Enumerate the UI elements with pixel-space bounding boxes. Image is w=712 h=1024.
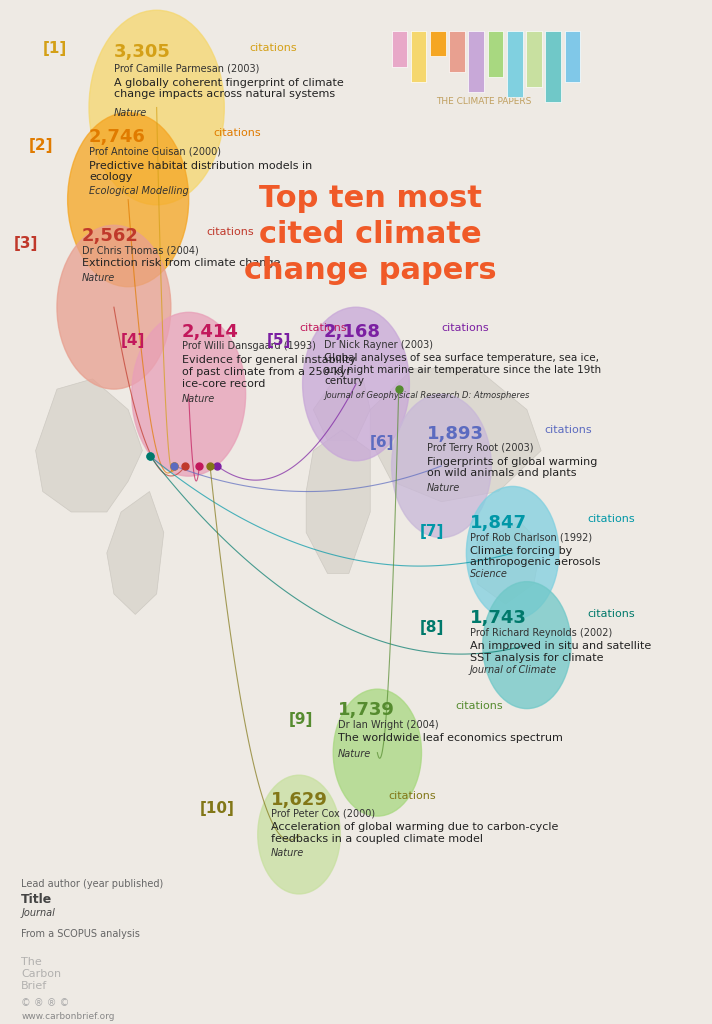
Text: Nature: Nature xyxy=(271,848,304,858)
Text: citations: citations xyxy=(545,425,592,435)
Text: Ecological Modelling: Ecological Modelling xyxy=(89,186,189,197)
Text: Dr Nick Rayner (2003): Dr Nick Rayner (2003) xyxy=(324,340,433,350)
Text: 1,893: 1,893 xyxy=(427,425,484,443)
Text: Top ten most
cited climate
change papers: Top ten most cited climate change papers xyxy=(244,184,496,285)
Polygon shape xyxy=(36,379,142,512)
Text: Acceleration of global warming due to carbon-cycle
feedbacks in a coupled climat: Acceleration of global warming due to ca… xyxy=(271,822,558,844)
Polygon shape xyxy=(370,369,541,502)
Text: citations: citations xyxy=(299,323,347,333)
Text: Prof Willi Dansgaard (1993): Prof Willi Dansgaard (1993) xyxy=(182,341,315,351)
Circle shape xyxy=(483,582,571,709)
Text: Prof Terry Root (2003): Prof Terry Root (2003) xyxy=(427,443,534,454)
Bar xyxy=(545,31,561,102)
Text: Science: Science xyxy=(470,569,508,580)
Text: Nature: Nature xyxy=(338,749,372,759)
Text: citations: citations xyxy=(388,791,436,801)
Text: [2]: [2] xyxy=(28,138,53,154)
Text: 2,414: 2,414 xyxy=(182,323,239,341)
Text: www.carbonbrief.org: www.carbonbrief.org xyxy=(21,1012,115,1021)
Text: [5]: [5] xyxy=(267,333,291,348)
Text: The worldwide leaf economics spectrum: The worldwide leaf economics spectrum xyxy=(338,733,563,743)
Text: 1,743: 1,743 xyxy=(470,609,527,628)
Text: citations: citations xyxy=(456,701,503,712)
Text: Title: Title xyxy=(21,893,53,906)
Text: [7]: [7] xyxy=(420,524,444,540)
Circle shape xyxy=(57,225,171,389)
Text: 1,739: 1,739 xyxy=(338,701,395,720)
Text: 1,847: 1,847 xyxy=(470,514,527,532)
Text: An improved in situ and satellite
SST analysis for climate: An improved in situ and satellite SST an… xyxy=(470,641,651,663)
Text: Extinction risk from climate change: Extinction risk from climate change xyxy=(82,258,281,268)
Bar xyxy=(565,31,580,82)
Bar xyxy=(507,31,523,97)
Text: Nature: Nature xyxy=(182,394,215,404)
Text: 2,746: 2,746 xyxy=(89,128,146,146)
Text: Prof Richard Reynolds (2002): Prof Richard Reynolds (2002) xyxy=(470,628,612,638)
Text: citations: citations xyxy=(214,128,261,138)
Polygon shape xyxy=(107,492,164,614)
Text: Prof Rob Charlson (1992): Prof Rob Charlson (1992) xyxy=(470,532,592,543)
Text: Global analyses of sea surface temperature, sea ice,
and night marine air temper: Global analyses of sea surface temperatu… xyxy=(324,353,601,386)
Text: 3,305: 3,305 xyxy=(114,43,171,61)
Circle shape xyxy=(89,10,224,205)
Text: 2,168: 2,168 xyxy=(324,323,381,341)
Text: Fingerprints of global warming
on wild animals and plants: Fingerprints of global warming on wild a… xyxy=(427,457,597,478)
Text: Journal of Geophysical Research D: Atmospheres: Journal of Geophysical Research D: Atmos… xyxy=(324,391,529,400)
Text: citations: citations xyxy=(206,227,254,238)
Text: Journal: Journal xyxy=(21,908,56,919)
Text: Lead author (year published): Lead author (year published) xyxy=(21,879,164,889)
Circle shape xyxy=(392,394,491,538)
Text: [8]: [8] xyxy=(420,620,444,635)
Circle shape xyxy=(258,775,340,894)
Text: Prof Antoine Guisan (2000): Prof Antoine Guisan (2000) xyxy=(89,146,221,157)
Text: Nature: Nature xyxy=(114,108,147,118)
Text: Climate forcing by
anthropogenic aerosols: Climate forcing by anthropogenic aerosol… xyxy=(470,546,600,567)
Polygon shape xyxy=(306,430,370,573)
Bar xyxy=(411,31,426,82)
Text: A globally coherent fingerprint of climate
change impacts across natural systems: A globally coherent fingerprint of clima… xyxy=(114,78,344,99)
Bar xyxy=(392,31,407,67)
Text: Evidence for general instability
of past climate from a 250-kyr
ice-core record: Evidence for general instability of past… xyxy=(182,355,355,388)
Polygon shape xyxy=(477,522,541,604)
Text: Journal of Climate: Journal of Climate xyxy=(470,665,557,675)
Text: [4]: [4] xyxy=(121,333,145,348)
Text: THE CLIMATE PAPERS: THE CLIMATE PAPERS xyxy=(436,97,532,106)
Bar xyxy=(449,31,465,72)
Text: The
Carbon
Brief: The Carbon Brief xyxy=(21,957,61,990)
Text: [1]: [1] xyxy=(43,41,67,56)
Text: [6]: [6] xyxy=(370,435,394,451)
Text: citations: citations xyxy=(441,323,489,333)
Circle shape xyxy=(333,689,422,816)
Circle shape xyxy=(132,312,246,476)
Text: Dr Chris Thomas (2004): Dr Chris Thomas (2004) xyxy=(82,246,199,256)
Text: Prof Peter Cox (2000): Prof Peter Cox (2000) xyxy=(271,809,375,819)
Polygon shape xyxy=(313,379,370,440)
Circle shape xyxy=(68,113,189,287)
Text: © ® ® ©: © ® ® © xyxy=(21,998,70,1009)
Text: 1,629: 1,629 xyxy=(271,791,328,809)
Text: 2,562: 2,562 xyxy=(82,227,139,246)
Bar xyxy=(430,31,446,56)
Text: Dr Ian Wright (2004): Dr Ian Wright (2004) xyxy=(338,720,439,730)
Text: Predictive habitat distribution models in
ecology: Predictive habitat distribution models i… xyxy=(89,161,313,182)
Text: From a SCOPUS analysis: From a SCOPUS analysis xyxy=(21,929,140,939)
Text: Nature: Nature xyxy=(427,483,461,494)
Text: citations: citations xyxy=(587,514,635,524)
Text: [3]: [3] xyxy=(14,236,38,251)
Text: citations: citations xyxy=(249,43,297,53)
Text: [9]: [9] xyxy=(288,712,313,727)
Bar xyxy=(468,31,484,92)
Bar xyxy=(488,31,503,77)
Text: [10]: [10] xyxy=(199,801,234,816)
Circle shape xyxy=(466,486,559,620)
Circle shape xyxy=(303,307,409,461)
Bar xyxy=(526,31,542,87)
Text: Nature: Nature xyxy=(82,273,115,284)
Text: citations: citations xyxy=(587,609,635,620)
Text: Prof Camille Parmesan (2003): Prof Camille Parmesan (2003) xyxy=(114,63,259,74)
